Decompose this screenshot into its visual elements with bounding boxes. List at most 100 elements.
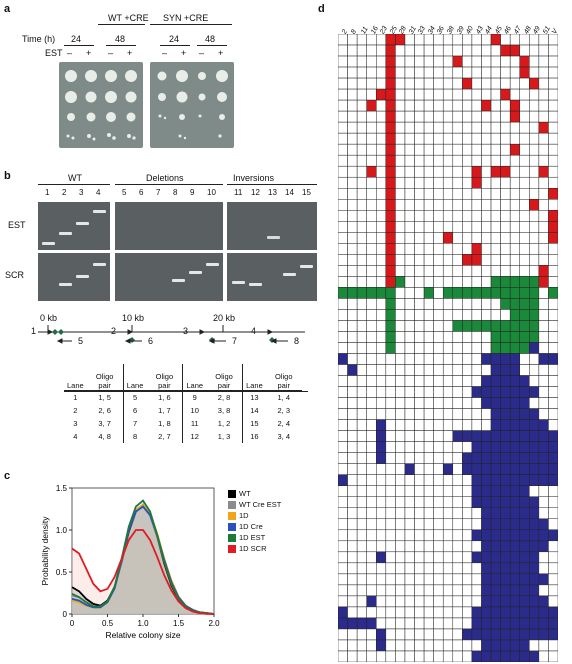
grid-cell (395, 188, 406, 200)
grid-cell (548, 463, 558, 475)
grid-cell (385, 386, 396, 398)
grid-cell (452, 485, 463, 497)
grid-cell (414, 121, 425, 134)
grid-cell (481, 276, 492, 288)
legend-swatch (228, 500, 236, 509)
grid-cell (519, 441, 530, 453)
grid-cell (538, 430, 549, 442)
grid-cell (452, 353, 463, 365)
grid-cell (347, 507, 358, 520)
grid-cell (452, 430, 463, 442)
grid-cell (385, 408, 396, 420)
grid-cell (347, 639, 358, 652)
chart-legend: WT WT Cre EST 1D 1D Cre 1D EST 1D SCR (228, 488, 328, 554)
grid-cell (500, 132, 511, 145)
grid-cell (347, 397, 358, 409)
grid-cell (538, 628, 549, 641)
grid-cell (548, 176, 558, 189)
gel-group-deletions: Deletions (146, 173, 184, 183)
grid-cell (338, 254, 348, 266)
grid-cell (490, 540, 501, 553)
grid-cell (395, 298, 406, 310)
grid-cell (347, 628, 358, 641)
grid-cell (538, 276, 549, 288)
grid-cell (356, 320, 367, 332)
grid-cell (509, 628, 520, 641)
grid-cell (481, 254, 492, 266)
grid-cell (452, 165, 463, 178)
grid-cell (423, 154, 434, 167)
grid-cell (442, 110, 454, 123)
x-axis-label: Relative colony size (105, 630, 180, 640)
legend-swatch (228, 489, 236, 498)
grid-cell (509, 265, 520, 277)
grid-cell (385, 265, 396, 277)
legend-entry: WT Cre EST (228, 499, 328, 510)
grid-cell (471, 55, 482, 68)
grid-cell (529, 309, 540, 321)
grid-cell (462, 210, 473, 222)
grid-cell (462, 529, 473, 542)
grid-cell (529, 540, 540, 553)
gel-band (232, 281, 245, 284)
grid-cell (356, 221, 367, 233)
grid-cell (538, 254, 549, 266)
grid-cell (366, 650, 377, 662)
grid-cell (529, 628, 540, 641)
grid-cell (395, 309, 406, 321)
grid-cell (356, 342, 367, 354)
gel-band (189, 271, 202, 274)
grid-cell (519, 276, 530, 288)
grid-cell (423, 595, 434, 608)
grid-cell (471, 617, 482, 630)
grid-cell (356, 210, 367, 222)
grid-cell (347, 375, 358, 387)
grid-cell (500, 375, 511, 387)
grid-cell (538, 452, 549, 464)
series-line-1d-scr (71, 529, 214, 615)
grid-cell (481, 132, 492, 145)
grid-cell (442, 77, 454, 90)
grid-cell (500, 551, 511, 564)
grid-cell (452, 331, 463, 343)
grid-cell (376, 176, 387, 189)
grid-cell (376, 595, 387, 608)
grid-cell (423, 99, 434, 112)
grid-cell (433, 132, 444, 145)
grid-cell (452, 507, 463, 520)
grid-cell (356, 419, 367, 431)
grid-cell (471, 66, 482, 79)
grid-cell (366, 496, 377, 509)
est-sign: – (162, 48, 168, 58)
grid-cell (509, 66, 520, 79)
grid-cell (366, 154, 377, 167)
grid-cell (423, 562, 434, 575)
grid-cell (442, 507, 454, 520)
grid-cell (423, 485, 434, 497)
grid-cell (509, 210, 520, 222)
grid-cell (500, 540, 511, 553)
grid-cell (338, 132, 348, 145)
gel-band (76, 275, 89, 278)
grid-cell (376, 364, 387, 376)
grid-cell (347, 309, 358, 321)
grid-cell (385, 639, 396, 652)
grid-cell (442, 353, 454, 365)
grid-cell (347, 650, 358, 662)
grid-cell (548, 88, 558, 101)
grid-cell (548, 154, 558, 167)
grid-cell (433, 617, 444, 630)
grid-cell (471, 331, 482, 343)
grid-cell (366, 386, 377, 398)
grid-cell (471, 298, 482, 310)
grid-cell (529, 298, 540, 310)
grid-cell (548, 628, 558, 641)
grid-cell (433, 606, 444, 619)
grid-cell (347, 551, 358, 564)
grid-cell (471, 463, 482, 475)
grid-cell (452, 232, 463, 244)
time-underline-3 (160, 45, 190, 46)
grid-cell (500, 518, 511, 531)
grid-cell (423, 386, 434, 398)
grid-cell (471, 176, 482, 189)
